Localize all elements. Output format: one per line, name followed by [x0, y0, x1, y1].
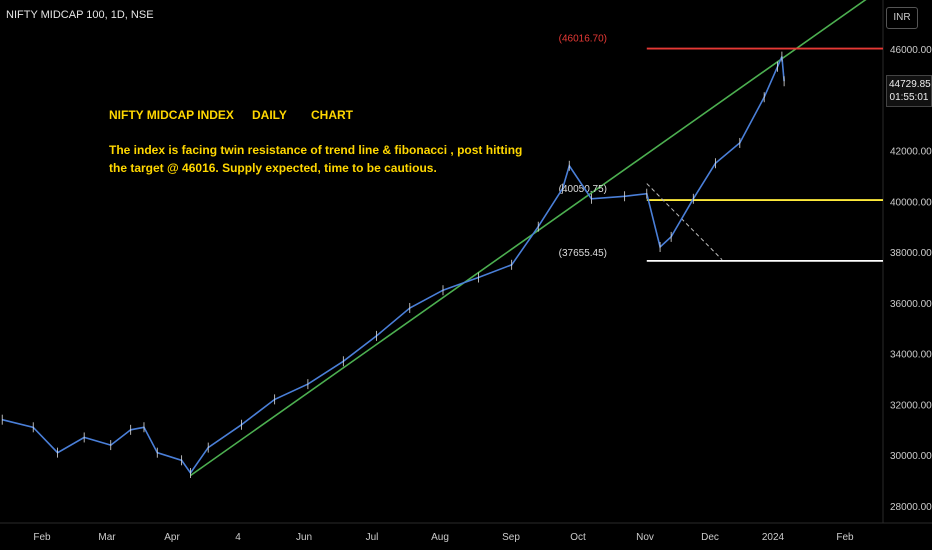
x-tick-label: Feb — [836, 532, 854, 543]
annotation-heading-1: NIFTY MIDCAP INDEX — [109, 108, 234, 122]
y-tick-label: 28000.00 — [890, 502, 932, 513]
annotation-heading-3: CHART — [311, 108, 353, 122]
x-tick-label: Oct — [570, 532, 586, 543]
fib-dashed-line — [646, 183, 723, 261]
annotation-line-1: The index is facing twin resistance of t… — [109, 143, 523, 157]
last-price-tag: 44729.85 01:55:01 — [886, 75, 932, 107]
x-tick-label: 4 — [235, 532, 241, 543]
x-tick-label: Feb — [33, 532, 51, 543]
bar-countdown: 01:55:01 — [889, 92, 929, 103]
x-tick-label: Nov — [636, 532, 654, 543]
y-tick-label: 36000.00 — [890, 299, 932, 310]
x-tick-label: Jul — [366, 532, 379, 543]
annotation-line-2: the target @ 46016. Supply expected, tim… — [109, 161, 437, 175]
currency-selector[interactable]: INR — [886, 7, 918, 29]
level-label: (37655.45) — [559, 248, 607, 259]
y-tick-label: 34000.00 — [890, 350, 932, 361]
x-tick-label: Mar — [98, 532, 116, 543]
y-tick-label: 38000.00 — [890, 248, 932, 259]
x-tick-label: Apr — [164, 532, 180, 543]
x-tick-label: Jun — [296, 532, 312, 543]
plot-area: (46016.70) (40050.75) (37655.45) — [1, 0, 883, 478]
x-tick-label: Dec — [701, 532, 719, 543]
chart-title: NIFTY MIDCAP 100, 1D, NSE — [6, 9, 154, 21]
x-tick-label: Sep — [502, 532, 520, 543]
y-tick-label: 46000.00 — [890, 45, 932, 56]
level-label: (46016.70) — [559, 34, 607, 45]
y-tick-label: 32000.00 — [890, 400, 932, 411]
x-tick-label: Aug — [431, 532, 449, 543]
y-tick-label: 42000.00 — [890, 147, 932, 158]
y-tick-label: 30000.00 — [890, 451, 932, 462]
axes: 28000.00 30000.00 32000.00 34000.00 36000.00… — [33, 45, 932, 543]
x-tick-label: 2024 — [762, 532, 785, 543]
level-label: (40050.75) — [559, 184, 607, 195]
last-price-value: 44729.85 — [889, 79, 931, 90]
annotation-heading-2: DAILY — [252, 108, 287, 122]
y-tick-label: 40000.00 — [890, 197, 932, 208]
